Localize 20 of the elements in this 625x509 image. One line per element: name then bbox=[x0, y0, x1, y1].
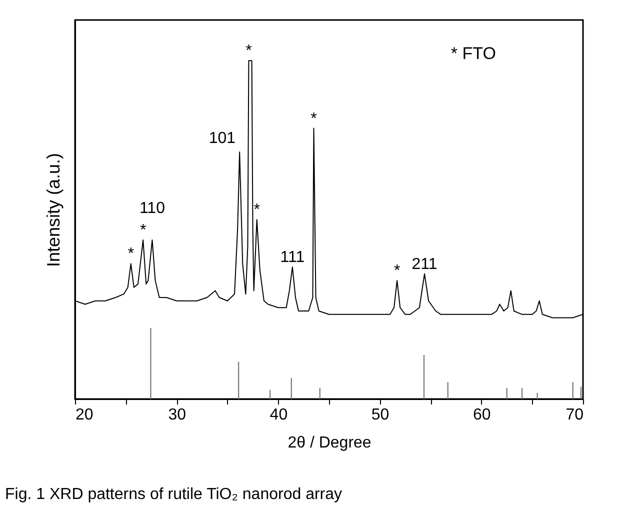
annotation: * FTO bbox=[450, 44, 496, 64]
annotation: 110 bbox=[139, 200, 166, 217]
annotation: * bbox=[310, 110, 317, 128]
y-axis-title: Intensity (a.u.) bbox=[44, 152, 64, 268]
annotation: * bbox=[246, 42, 252, 60]
annotation: * bbox=[394, 262, 400, 280]
x-tick-label: 70 bbox=[566, 406, 584, 424]
x-tick-label: 60 bbox=[473, 406, 491, 424]
annotation: 211 bbox=[412, 256, 438, 273]
x-tick-label: 20 bbox=[76, 406, 94, 424]
x-axis-title: 2θ / Degree bbox=[288, 434, 372, 452]
annotation: * bbox=[254, 202, 260, 219]
x-tick-label: 40 bbox=[270, 406, 288, 424]
annotation: 111 bbox=[280, 249, 305, 266]
x-tick-label: 50 bbox=[371, 406, 390, 424]
annotation: * bbox=[140, 222, 146, 239]
caption: Fig. 1 XRD patterns of rutile TiO₂ nanorod array bbox=[5, 486, 342, 503]
x-tick-label: 30 bbox=[168, 406, 186, 424]
annotation: * bbox=[128, 246, 134, 263]
annotation: 101 bbox=[208, 130, 236, 147]
